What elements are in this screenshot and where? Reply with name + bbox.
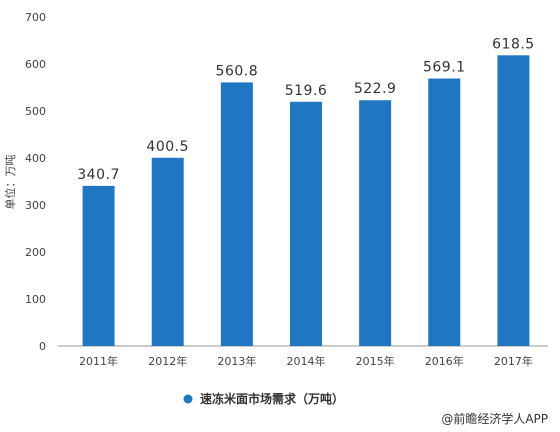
y-tick-label: 300 xyxy=(25,199,46,212)
bar xyxy=(497,55,530,347)
data-label: 560.8 xyxy=(216,63,259,79)
y-axis-ticks: 0 100 200 300 400 500 600 700 xyxy=(25,11,46,353)
data-labels: 340.7 400.5 560.8 519.6 522.9 569.1 618.5 xyxy=(77,36,534,183)
bar xyxy=(220,82,253,346)
x-axis-ticks: 2011年 2012年 2013年 2014年 2015年 2016年 2017年 xyxy=(79,354,533,368)
y-tick-label: 0 xyxy=(39,340,46,353)
y-tick-label: 200 xyxy=(25,246,46,259)
bar xyxy=(82,185,115,346)
bar xyxy=(151,157,184,346)
y-tick-label: 700 xyxy=(25,11,46,24)
y-tick-label: 400 xyxy=(25,152,46,165)
bar xyxy=(428,78,461,346)
x-tick-label: 2017年 xyxy=(494,354,533,368)
bar xyxy=(290,101,322,347)
data-label: 569.1 xyxy=(423,60,466,76)
x-tick-label: 2016年 xyxy=(425,354,464,368)
x-tick-label: 2012年 xyxy=(148,354,187,368)
bar xyxy=(359,100,392,346)
data-label: 519.6 xyxy=(285,83,328,99)
watermark: @前瞻经济学人APP xyxy=(441,411,548,426)
y-tick-label: 500 xyxy=(25,105,46,118)
bars xyxy=(82,55,530,347)
data-label: 400.5 xyxy=(146,139,189,155)
data-label: 340.7 xyxy=(77,167,120,183)
data-label: 522.9 xyxy=(354,81,397,97)
legend: 速冻米面市场需求（万吨） xyxy=(183,391,344,406)
y-tick-label: 600 xyxy=(25,58,46,71)
x-tick-label: 2014年 xyxy=(287,354,326,368)
data-label: 618.5 xyxy=(492,36,535,52)
x-tick-label: 2015年 xyxy=(356,354,395,368)
x-tick-label: 2011年 xyxy=(79,354,118,368)
x-tick-label: 2013年 xyxy=(217,354,256,368)
y-axis-label: 单位：万吨 xyxy=(3,155,17,210)
y-tick-label: 100 xyxy=(25,293,46,306)
legend-marker xyxy=(183,394,193,404)
legend-entry: 速冻米面市场需求（万吨） xyxy=(200,391,344,406)
